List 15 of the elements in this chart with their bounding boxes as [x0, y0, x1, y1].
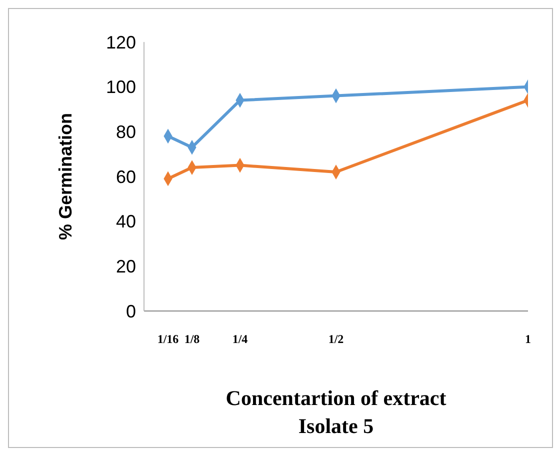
x-tick-label: 1 [525, 332, 531, 346]
y-tick-label: 120 [106, 32, 136, 52]
x-tick-label: 1/4 [232, 332, 248, 346]
x-tick-label: 1/16 [157, 332, 179, 346]
y-tick-label: 60 [116, 166, 136, 187]
y-tick-label: 80 [116, 122, 136, 142]
text: Isolate 5 [297, 413, 375, 440]
x-axis-title: Concentartion of extract [224, 385, 448, 412]
y-tick-label: 100 [106, 77, 136, 98]
x-tick-label: 1/2 [328, 332, 344, 346]
y-tick-label: 40 [116, 212, 136, 232]
y-tick-label: 20 [116, 256, 136, 277]
x-tick-label: 1/8 [184, 332, 200, 346]
y-tick-label: 0 [126, 301, 136, 322]
y-axis-title: % Germination [55, 112, 76, 240]
